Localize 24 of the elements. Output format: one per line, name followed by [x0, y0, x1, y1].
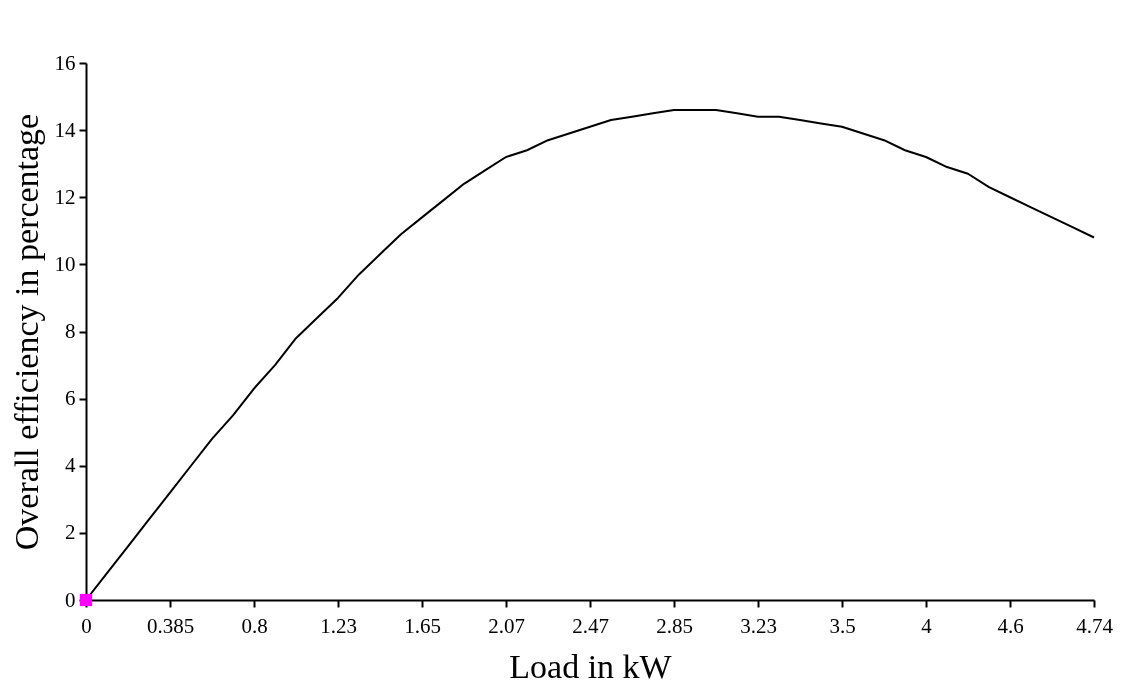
x-tick-label: 2.07: [488, 613, 525, 638]
x-tick-label: 4: [921, 613, 933, 638]
y-tick-label: 12: [54, 184, 76, 209]
x-tick-label: 0.8: [241, 613, 268, 638]
y-tick-label: 8: [65, 319, 76, 343]
x-tick-label: 1.23: [320, 613, 357, 638]
x-tick-label: 1.65: [404, 613, 441, 638]
y-tick-label: 14: [54, 117, 76, 142]
x-tick-label: 4.6: [997, 613, 1024, 638]
x-tick-label: 0: [81, 613, 92, 638]
y-tick-label: 16: [54, 50, 76, 75]
x-tick-label: 0.385: [146, 613, 195, 638]
x-tick-label: 2.85: [656, 613, 693, 638]
x-tick-label: 3.5: [829, 613, 856, 638]
x-tick-label: 2.47: [572, 613, 609, 638]
y-tick-label: 10: [54, 251, 76, 276]
y-tick-label: 4: [65, 453, 76, 478]
x-tick-label: 4.74: [1076, 613, 1114, 638]
y-tick-label: 0: [65, 587, 76, 612]
y-tick-label: 6: [65, 386, 76, 411]
x-axis-title: Load in kW: [509, 647, 673, 685]
y-tick-label: 2: [65, 520, 76, 545]
y-axis-title: Overall efficiency in percentage: [7, 113, 45, 551]
x-tick-label: 3.23: [740, 613, 777, 638]
